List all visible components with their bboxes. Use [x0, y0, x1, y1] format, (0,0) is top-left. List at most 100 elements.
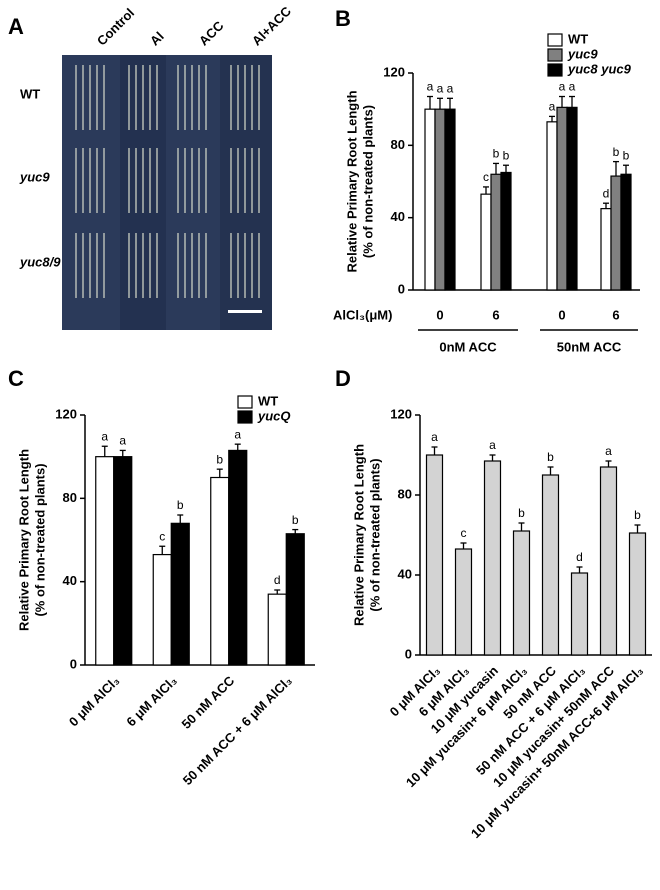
- x-tick-label: 0: [558, 307, 565, 322]
- legend-label: yucQ: [257, 408, 291, 423]
- bar: [620, 173, 632, 291]
- significance-letter: a: [431, 430, 438, 444]
- panel-letter: D: [335, 366, 351, 391]
- bar: [566, 106, 578, 291]
- y-tick-label: 40: [63, 573, 77, 588]
- bar: [285, 533, 305, 666]
- y-axis-label: (% of non-treated plants): [367, 458, 382, 611]
- scale-bar: [228, 310, 262, 313]
- y-tick-label: 40: [398, 566, 412, 581]
- significance-letter: a: [101, 429, 108, 443]
- significance-letter: d: [274, 573, 281, 587]
- significance-letter: b: [634, 508, 641, 522]
- row-label: yuc9: [19, 169, 50, 184]
- significance-letter: d: [603, 186, 610, 200]
- y-axis-label: Relative Primary Root Length: [344, 90, 359, 272]
- significance-letter: b: [292, 513, 299, 527]
- column-label: ACC: [196, 18, 227, 49]
- y-tick-label: 40: [391, 209, 405, 224]
- y-tick-label: 0: [405, 646, 412, 661]
- bar: [152, 553, 172, 666]
- bar: [483, 460, 502, 656]
- significance-letter: a: [549, 100, 556, 114]
- bar: [95, 456, 115, 666]
- significance-letter: b: [547, 450, 554, 464]
- bar: [599, 466, 618, 656]
- significance-letter: a: [234, 427, 241, 441]
- x-tick-label: 0: [436, 307, 443, 322]
- bar: [210, 476, 230, 666]
- significance-letter: b: [613, 145, 620, 159]
- significance-letter: a: [427, 80, 434, 94]
- bar: [541, 474, 560, 656]
- legend-swatch: [547, 63, 563, 77]
- bar: [610, 175, 622, 291]
- y-tick-label: 80: [391, 137, 405, 152]
- panel-letter: C: [8, 366, 24, 391]
- legend-label: yuc8 yuc9: [567, 61, 632, 76]
- bar: [570, 572, 589, 656]
- x-tick-label: 6 μM AlCl₃: [123, 673, 179, 729]
- bar: [490, 173, 502, 291]
- legend-swatch: [547, 33, 563, 47]
- y-axis-label: (% of non-treated plants): [32, 463, 47, 616]
- y-tick-label: 120: [383, 64, 405, 79]
- bar: [170, 522, 190, 666]
- y-axis-label: Relative Primary Root Length: [351, 444, 366, 626]
- significance-letter: b: [216, 452, 223, 466]
- panel-letter: A: [8, 14, 24, 39]
- significance-letter: b: [177, 498, 184, 512]
- bar: [454, 548, 473, 656]
- significance-letter: a: [489, 438, 496, 452]
- significance-letter: a: [569, 80, 576, 94]
- column-label: Al+ACC: [249, 3, 295, 49]
- y-tick-label: 120: [55, 406, 77, 421]
- row-label: WT: [20, 86, 40, 101]
- significance-letter: a: [119, 434, 126, 448]
- significance-letter: b: [518, 506, 525, 520]
- significance-letter: b: [503, 148, 510, 162]
- row-label: yuc8/9: [19, 254, 61, 269]
- bar: [113, 456, 133, 666]
- y-tick-label: 0: [70, 656, 77, 671]
- significance-letter: d: [576, 550, 583, 564]
- y-tick-label: 80: [398, 486, 412, 501]
- x-tick-label: 50 nM ACC: [179, 673, 238, 732]
- significance-letter: c: [159, 529, 165, 543]
- x-tick-label: 6: [612, 307, 619, 322]
- significance-letter: a: [447, 81, 454, 95]
- bar: [434, 108, 446, 291]
- panel-letter: B: [335, 6, 351, 31]
- significance-letter: a: [559, 80, 566, 94]
- y-axis-label: Relative Primary Root Length: [16, 449, 31, 631]
- group-label: 0nM ACC: [439, 339, 497, 354]
- column-label: Control: [94, 5, 137, 48]
- significance-letter: a: [437, 81, 444, 95]
- x-axis-label: AlCl₃(μM): [333, 307, 392, 322]
- bar: [425, 454, 444, 656]
- legend-swatch: [237, 410, 253, 424]
- significance-letter: b: [493, 147, 500, 161]
- significance-letter: c: [483, 170, 489, 184]
- legend-label: WT: [568, 31, 588, 46]
- x-tick-label: 50 nM ACC + 6 μM AlCl₃: [180, 673, 295, 788]
- legend-label: yuc9: [567, 46, 598, 61]
- bar: [556, 106, 568, 291]
- significance-letter: c: [461, 526, 467, 540]
- bar: [444, 108, 456, 291]
- y-tick-label: 0: [398, 281, 405, 296]
- photo-strip: [220, 55, 272, 330]
- bar: [228, 449, 248, 666]
- x-tick-label: 0 μM AlCl₃: [66, 673, 122, 729]
- x-tick-label: 6: [492, 307, 499, 322]
- y-tick-label: 80: [63, 490, 77, 505]
- legend-swatch: [237, 395, 253, 409]
- legend-label: WT: [258, 393, 278, 408]
- group-label: 50nM ACC: [557, 339, 622, 354]
- bar: [512, 530, 531, 656]
- column-label: Al: [147, 29, 167, 49]
- bar: [424, 108, 436, 291]
- legend-swatch: [547, 48, 563, 62]
- bar: [546, 121, 558, 291]
